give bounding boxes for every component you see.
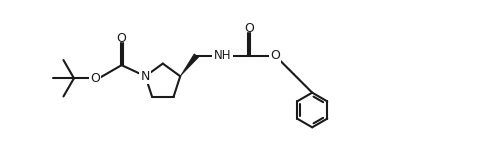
Text: O: O (117, 32, 126, 45)
Text: O: O (90, 72, 100, 85)
Text: O: O (244, 22, 254, 35)
Text: O: O (270, 49, 280, 62)
Polygon shape (180, 54, 198, 76)
Text: NH: NH (214, 49, 231, 62)
Text: N: N (141, 70, 150, 83)
